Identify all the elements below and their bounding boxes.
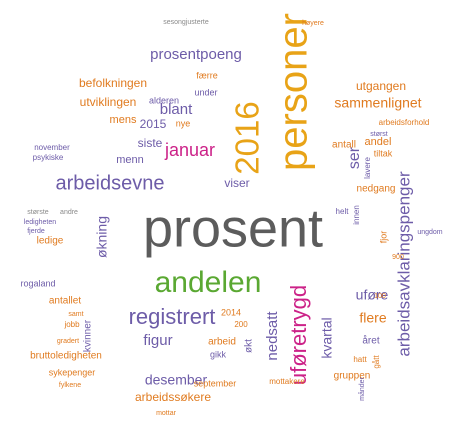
word: ser [346, 146, 363, 169]
word: utviklingen [80, 95, 137, 109]
word: psykiske [33, 153, 64, 162]
word: under [194, 87, 217, 97]
word: kvinner [83, 319, 94, 352]
word: personer [272, 13, 316, 171]
word: fjerde [27, 228, 45, 235]
word: sammenlignet [334, 95, 421, 111]
word: nedgang [357, 184, 396, 195]
word: hatt [353, 355, 367, 364]
word: arbeidssøkere [135, 390, 211, 404]
word: størst [370, 131, 388, 138]
word: sesongjusterte [163, 19, 209, 26]
word: fylkene [59, 382, 81, 389]
word: prosent [143, 198, 323, 258]
word: menn [116, 154, 144, 166]
word: gruppen [334, 371, 371, 382]
word: største [27, 209, 48, 216]
word: kvartal [319, 317, 335, 358]
word: uføretrygd [286, 285, 311, 385]
word: lavere [363, 157, 372, 179]
word: mottakere [269, 377, 305, 386]
word: arbeidsforhold [379, 118, 430, 127]
word: arbeidsavklaringspenger [394, 171, 413, 357]
word: befolkningen [79, 76, 147, 90]
word: høyere [302, 20, 324, 27]
word: desember [145, 372, 208, 388]
word: månder [358, 376, 366, 400]
word: innen [352, 205, 361, 225]
word: 2014 [221, 307, 241, 317]
word: utgangen [356, 79, 406, 93]
word: figur [143, 332, 172, 349]
word: arbeidsevne [56, 172, 165, 194]
word: viser [224, 176, 249, 190]
word: arbeid [208, 337, 236, 348]
word: prosentpoeng [150, 46, 242, 63]
word: helt [336, 207, 350, 216]
word: fjor [378, 231, 388, 244]
word: 900 [392, 254, 404, 261]
word: samt [68, 311, 83, 318]
word: siste [138, 136, 163, 150]
word: ungdom [417, 229, 442, 236]
word: 200 [234, 320, 248, 329]
word: rogaland [20, 278, 55, 288]
word: færre [196, 70, 218, 80]
word: registrert [129, 304, 216, 329]
word: januar [164, 140, 215, 160]
word: økt [244, 339, 255, 353]
word: jobb [63, 320, 80, 329]
word: andel [365, 136, 392, 148]
word: mens [110, 114, 137, 126]
word: blant [160, 101, 193, 118]
word: nedsatt [264, 311, 281, 361]
word: uføre [356, 287, 389, 303]
word: økning [94, 216, 110, 258]
word: sykepenger [49, 367, 96, 377]
word: september [194, 378, 237, 388]
word: antall [332, 140, 356, 151]
word: ledige [37, 236, 64, 247]
word: andre [60, 209, 78, 216]
word: tiltak [374, 148, 393, 158]
word: alderen [149, 95, 179, 105]
word: antallet [49, 296, 81, 307]
word: året [362, 335, 379, 347]
word: bruttoledigheten [30, 351, 102, 362]
word: gikk [210, 349, 227, 359]
word: nye [176, 118, 191, 128]
word: ledigheten [24, 219, 56, 226]
word: gradert [57, 338, 79, 345]
word: mottar [156, 410, 177, 417]
word: andelen [155, 266, 262, 299]
word: november [34, 143, 70, 152]
word: 2015 [140, 117, 167, 131]
word: flere [359, 310, 386, 326]
word: 2016 [229, 101, 266, 174]
word: 100 [374, 293, 386, 300]
word: gått [372, 355, 381, 369]
